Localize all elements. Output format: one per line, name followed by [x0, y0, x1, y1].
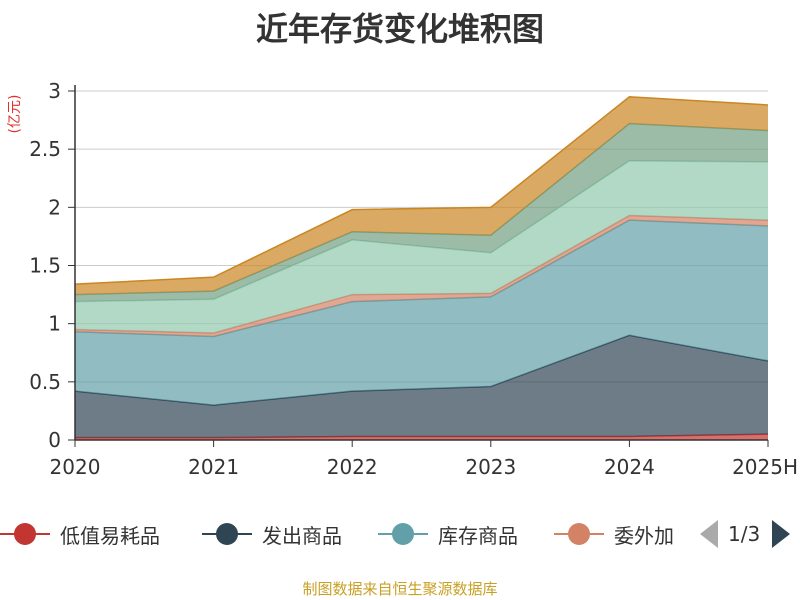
x-tick-label: 2021 — [188, 455, 239, 479]
legend-label: 委外加 — [614, 523, 674, 548]
x-tick-label: 2023 — [465, 455, 516, 479]
legend-symbol-icon — [378, 522, 428, 546]
x-tick-label: 2025H — [732, 455, 798, 479]
legend-dot — [216, 523, 238, 545]
legend-dot — [14, 523, 36, 545]
area-series-2 — [75, 220, 768, 406]
legend-symbol-icon — [202, 522, 252, 546]
legend-label: 库存商品 — [438, 523, 518, 548]
chart-title: 近年存货变化堆积图 — [255, 10, 544, 48]
legend-next-page-icon[interactable] — [772, 520, 791, 548]
data-source-note: 制图数据来自恒生聚源数据库 — [302, 580, 498, 598]
legend-dot — [392, 523, 414, 545]
legend: 低值易耗品 发出商品 库存商品 委外加 — [0, 512, 800, 556]
area-series-6 — [75, 96, 768, 295]
y-tick-label: 3 — [48, 79, 61, 103]
y-tick-label: 1.5 — [29, 254, 61, 278]
legend-pager: 1/3 — [700, 512, 791, 556]
legend-symbol-icon — [554, 522, 604, 546]
y-tick-label: 1 — [48, 312, 61, 336]
legend-item-1[interactable]: 发出商品 — [202, 512, 342, 556]
x-tick-label: 2022 — [327, 455, 378, 479]
legend-item-2[interactable]: 库存商品 — [378, 512, 518, 556]
legend-page-indicator: 1/3 — [728, 522, 761, 546]
y-tick-label: 2 — [48, 195, 61, 219]
legend-symbol-icon — [0, 522, 50, 546]
area-series-5 — [75, 123, 768, 302]
series-line-6 — [74, 96, 769, 285]
legend-item-3[interactable]: 委外加 — [554, 512, 674, 556]
x-tick-label: 2024 — [604, 455, 655, 479]
y-tick-label: 0 — [48, 428, 61, 452]
area-series-1 — [75, 335, 768, 438]
legend-label: 低值易耗品 — [60, 523, 160, 548]
x-tick-label: 2020 — [50, 455, 101, 479]
y-tick-label: 2.5 — [29, 137, 61, 161]
legend-item-0[interactable]: 低值易耗品 — [0, 512, 160, 556]
y-tick-label: 0.5 — [29, 370, 61, 394]
legend-dot — [568, 523, 590, 545]
legend-prev-page-icon[interactable] — [700, 520, 718, 548]
legend-label: 发出商品 — [262, 523, 342, 548]
